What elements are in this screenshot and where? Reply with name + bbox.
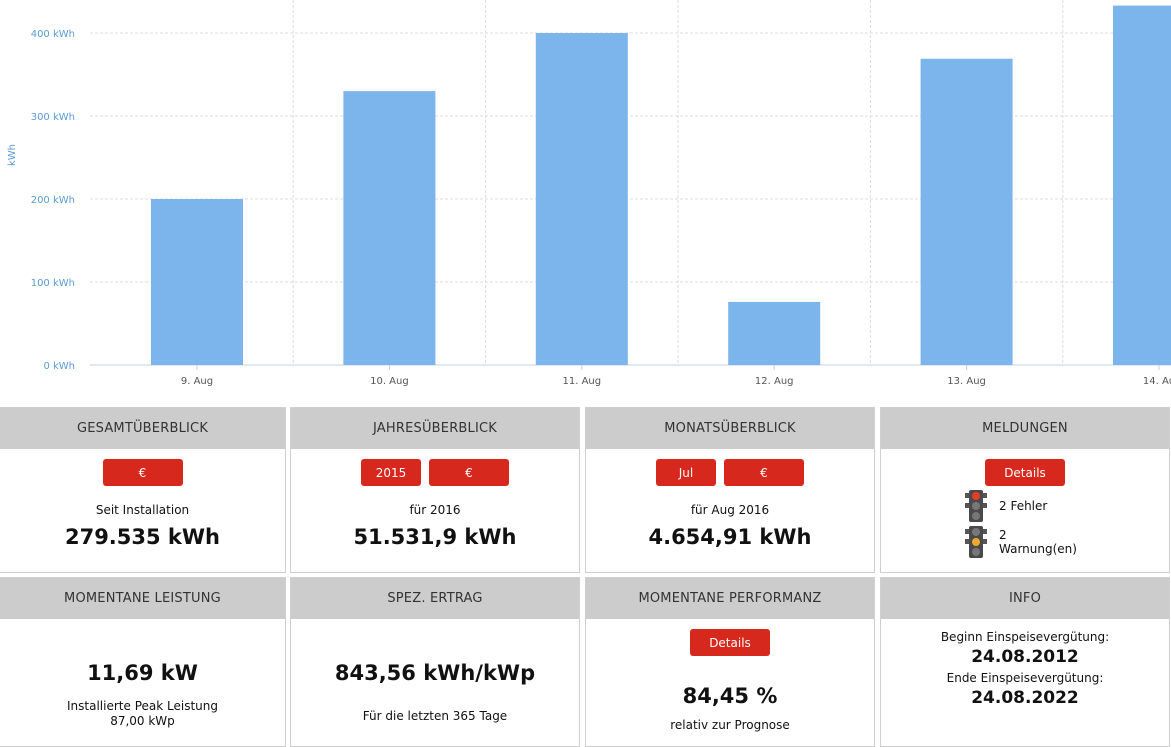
panel-monatsueberblick: MONATSÜBERBLICK Jul € für Aug 2016 4.654… xyxy=(585,407,875,573)
panel-spez-ertrag: SPEZ. ERTRAG 843,56 kWh/kWp Für die letz… xyxy=(290,577,580,747)
panel-title: MELDUNGEN xyxy=(881,408,1169,449)
bar-6[interactable] xyxy=(1113,5,1171,366)
panel-info: INFO Beginn Einspeisevergütung: 24.08.20… xyxy=(880,577,1170,747)
x-tick-label: 13. Aug xyxy=(947,376,986,387)
current-power-value: 11,69 kW xyxy=(87,661,198,685)
panel-jahresueberblick: JAHRESÜBERBLICK 2015 € für 2016 51.531,9… xyxy=(290,407,580,573)
traffic-light-yellow-icon xyxy=(965,526,987,558)
panel-title: MOMENTANE PERFORMANZ xyxy=(586,578,874,619)
panel-title: MONATSÜBERBLICK xyxy=(586,408,874,449)
year-label: für 2016 xyxy=(409,503,461,517)
x-tick-label: 10. Aug xyxy=(370,376,409,387)
panel-title: MOMENTANE LEISTUNG xyxy=(0,578,285,619)
x-tick-label: 9. Aug xyxy=(181,376,213,387)
currency-button[interactable]: € xyxy=(724,459,804,486)
y-tick-label: 200 kWh xyxy=(31,195,75,206)
year-select-button[interactable]: 2015 xyxy=(361,459,421,486)
panel-momentane-performanz: MOMENTANE PERFORMANZ Details 84,45 % rel… xyxy=(585,577,875,747)
warnings-count-label: 2 Warnung(en) xyxy=(999,528,1077,556)
month-label: für Aug 2016 xyxy=(690,503,770,517)
bar-2[interactable] xyxy=(343,91,436,365)
y-tick-label: 100 kWh xyxy=(31,278,75,289)
feed-in-begin-label: Beginn Einspeisevergütung: xyxy=(940,630,1110,644)
errors-count-label: 2 Fehler xyxy=(999,499,1048,513)
y-tick-label: 300 kWh xyxy=(31,112,75,123)
daily-energy-bar-chart: 9. Aug 10. Aug 11. Aug 12. Aug 13. Aug 14. Au… xyxy=(7,0,1171,387)
specific-yield-value: 843,56 kWh/kWp xyxy=(334,661,536,685)
bar-4[interactable] xyxy=(728,301,821,365)
panel-title: INFO xyxy=(881,578,1169,619)
panel-title: JAHRESÜBERBLICK xyxy=(291,408,579,449)
total-energy-value: 279.535 kWh xyxy=(64,525,221,549)
last-365-days-label: Für die letzten 365 Tage xyxy=(362,709,508,723)
x-tick-label: 11. Aug xyxy=(562,376,601,387)
y-tick-label: 0 kWh xyxy=(43,361,75,372)
y-tick-label: 400 kWh xyxy=(31,29,75,40)
messages-details-button[interactable]: Details xyxy=(985,459,1065,486)
bar-1[interactable] xyxy=(151,199,243,365)
panel-title: SPEZ. ERTRAG xyxy=(291,578,579,619)
panel-momentane-leistung: MOMENTANE LEISTUNG 11,69 kW Installierte… xyxy=(0,577,286,747)
relative-to-forecast-label: relativ zur Prognose xyxy=(670,718,790,732)
feed-in-begin-date: 24.08.2012 xyxy=(971,647,1079,667)
performance-value: 84,45 % xyxy=(682,684,778,708)
traffic-light-red-icon xyxy=(965,490,987,522)
currency-button[interactable]: € xyxy=(102,459,183,486)
panel-gesamtueberblick: GESAMTÜBERBLICK € Seit Installation 279.… xyxy=(0,407,286,573)
month-energy-value: 4.654,91 kWh xyxy=(648,525,812,549)
year-energy-value: 51.531,9 kWh xyxy=(353,525,517,549)
currency-button[interactable]: € xyxy=(429,459,509,486)
month-select-button[interactable]: Jul xyxy=(656,459,716,486)
bar-5[interactable] xyxy=(920,58,1013,365)
bar-3[interactable] xyxy=(535,33,628,365)
panel-meldungen: MELDUNGEN Details 2 Fehler 2 Warnung(en) xyxy=(880,407,1170,573)
peak-power-label: Installierte Peak Leistung xyxy=(67,699,218,713)
feed-in-end-date: 24.08.2022 xyxy=(971,688,1079,708)
performance-details-button[interactable]: Details xyxy=(690,629,770,656)
peak-power-value: 87,00 kWp xyxy=(110,714,175,728)
since-installation-label: Seit Installation xyxy=(95,503,190,517)
feed-in-end-label: Ende Einspeisevergütung: xyxy=(946,671,1104,685)
y-axis-title: kWh xyxy=(7,144,18,166)
x-tick-label: 14. Au xyxy=(1143,376,1171,387)
x-tick-label: 12. Aug xyxy=(755,376,794,387)
panel-title: GESAMTÜBERBLICK xyxy=(0,408,285,449)
